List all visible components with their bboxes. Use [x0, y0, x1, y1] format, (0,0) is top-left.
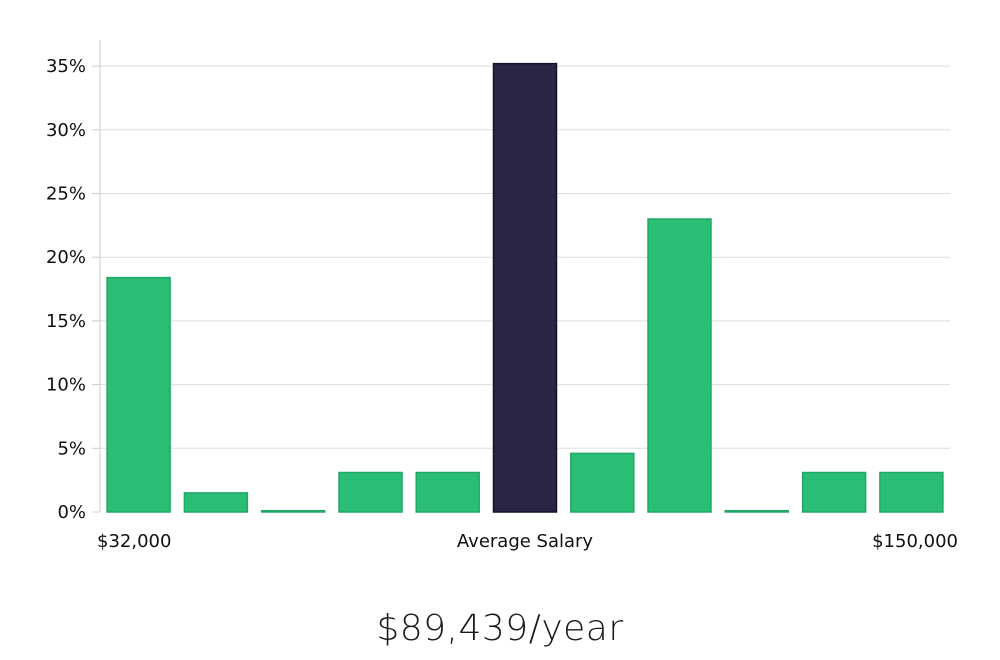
y-tick-label: 0%	[57, 502, 86, 523]
average-salary-value: $89,439/year	[376, 608, 624, 649]
bar-average-salary	[492, 62, 558, 513]
bar	[338, 471, 403, 513]
y-tick-label: 25%	[46, 184, 86, 205]
x-axis-max-label: $150,000	[872, 531, 958, 552]
bar	[106, 276, 171, 513]
y-tick-label: 20%	[46, 247, 86, 268]
bar	[647, 218, 712, 513]
x-axis-min-label: $32,000	[97, 531, 171, 552]
y-tick-label: 30%	[46, 120, 86, 141]
x-axis-center-label: Average Salary	[457, 531, 594, 552]
bar	[801, 471, 867, 513]
bar	[415, 471, 480, 513]
bar	[724, 509, 790, 513]
y-tick-label: 5%	[57, 438, 86, 459]
bar	[570, 452, 635, 513]
bar	[183, 492, 249, 513]
bar	[260, 509, 326, 513]
y-tick-label: 15%	[46, 311, 86, 332]
y-tick-label: 10%	[46, 375, 86, 396]
y-axis-ticks: 0% 5% 10% 15% 20% 25% 30% 35%	[46, 56, 100, 523]
bar	[879, 471, 944, 513]
bars	[106, 62, 944, 513]
y-tick-label: 35%	[46, 56, 86, 77]
salary-histogram-chart: 0% 5% 10% 15% 20% 25% 30% 35% $32,000 Average S…	[46, 40, 958, 552]
